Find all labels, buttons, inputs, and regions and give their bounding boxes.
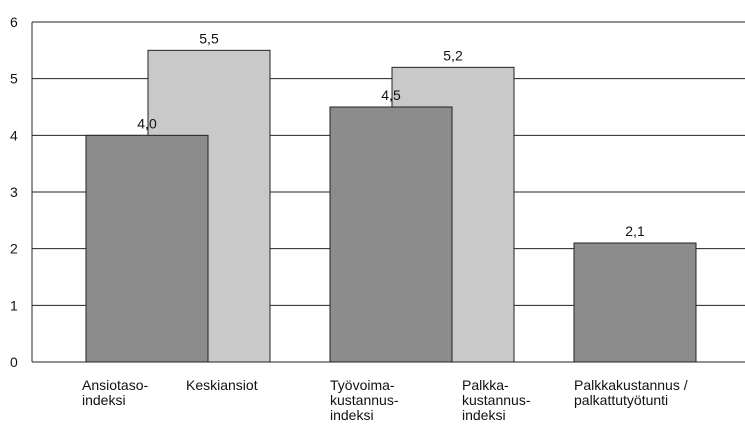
y-tick-label: 5	[10, 71, 18, 87]
x-tick-label: Keskiansiot	[186, 377, 258, 393]
value-label: 5,2	[443, 47, 463, 63]
y-tick-label: 3	[10, 184, 18, 200]
x-tick-label: Ansiotaso-indeksi	[82, 377, 148, 408]
x-tick-label: Työvoima-kustannus-indeksi	[330, 377, 399, 423]
value-label: 2,1	[625, 223, 645, 239]
y-tick-label: 4	[10, 127, 18, 143]
value-label: 5,5	[199, 30, 219, 46]
bar	[329, 106, 453, 363]
y-tick-label: 1	[10, 297, 18, 313]
bar	[573, 242, 697, 363]
y-tick-label: 2	[10, 241, 18, 257]
y-tick-label: 6	[10, 14, 18, 30]
value-label: 4,0	[137, 115, 157, 131]
y-tick-label: 0	[10, 354, 18, 370]
x-tick-label: Palkkakustannus / palkattutyötunti	[574, 377, 688, 408]
x-tick-label: Palkka-kustannus-indeksi	[462, 377, 531, 423]
bar	[85, 134, 209, 363]
value-label: 4,5	[381, 87, 401, 103]
